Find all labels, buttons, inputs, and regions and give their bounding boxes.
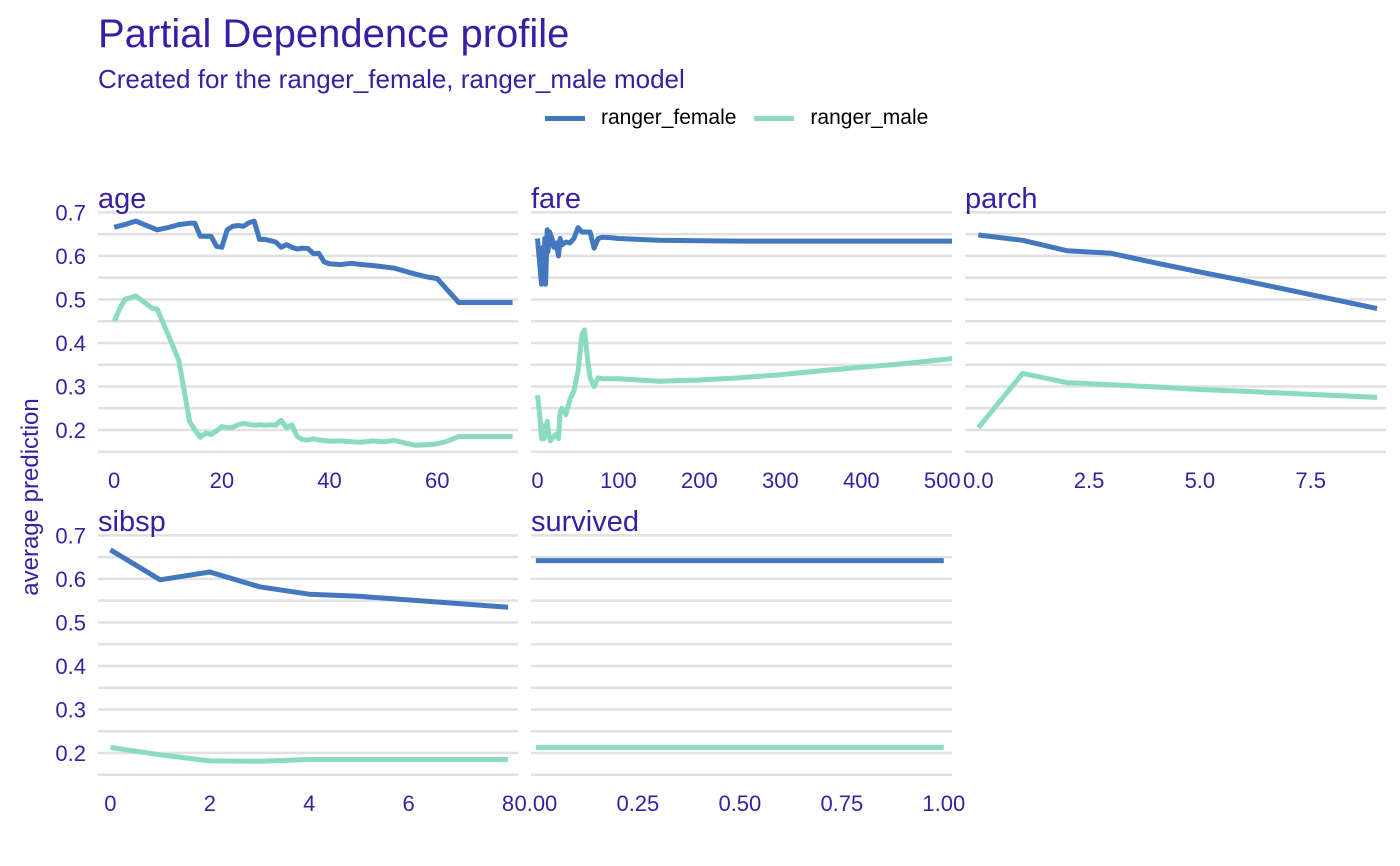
legend-swatch-ranger-female <box>545 115 585 121</box>
x-tick-label: 40 <box>317 468 341 493</box>
y-tick-label: 0.2 <box>55 418 86 443</box>
chart-subtitle: Created for the ranger_female, ranger_ma… <box>98 64 685 94</box>
x-tick-label: 0.25 <box>616 791 659 816</box>
facet-fare: fare 0 100 200 300 400 500 <box>531 183 961 493</box>
series-line-ranger-male <box>976 370 1378 430</box>
x-tick-label: 0 <box>531 468 543 493</box>
x-tick-label: 500 <box>924 468 961 493</box>
y-tick-label: 0.7 <box>55 523 86 548</box>
x-tick-label: 0 <box>108 468 120 493</box>
x-tick-label: 0.50 <box>718 791 761 816</box>
facet-title-parch: parch <box>965 183 1038 215</box>
facet-age: age 0.2 0.3 0.4 0.5 0.6 0.7 0 20 40 60 <box>55 183 518 493</box>
y-tick-label: 0.6 <box>55 244 86 269</box>
series-line-ranger-male <box>111 293 513 448</box>
facet-title-fare: fare <box>531 183 581 215</box>
y-tick-label: 0.5 <box>55 287 86 312</box>
facet-survived: survived 0.00 0.25 0.50 0.75 1.00 <box>514 506 965 816</box>
y-tick-label: 0.5 <box>55 610 86 635</box>
series-line-ranger-female <box>535 225 952 287</box>
series-line-ranger-female <box>113 218 513 305</box>
x-tick-label: 1.00 <box>922 791 965 816</box>
legend: ranger_female ranger_male <box>545 103 946 133</box>
x-tick-label: 7.5 <box>1295 468 1326 493</box>
x-tick-label: 0.0 <box>963 468 994 493</box>
y-tick-label: 0.6 <box>55 567 86 592</box>
x-tick-label: 5.0 <box>1185 468 1216 493</box>
x-tick-label: 100 <box>600 468 637 493</box>
x-tick-label: 300 <box>762 468 799 493</box>
x-tick-label: 8 <box>502 791 514 816</box>
x-tick-label: 60 <box>425 468 449 493</box>
legend-label-ranger-male: ranger_male <box>810 106 929 129</box>
facet-parch: parch 0.0 2.5 5.0 7.5 <box>963 183 1386 493</box>
y-tick-label: 0.4 <box>55 654 86 679</box>
series-line-ranger-male <box>110 744 509 764</box>
legend-item-ranger-female: ranger_female <box>545 106 736 130</box>
facet-title-age: age <box>98 183 146 215</box>
x-tick-label: 400 <box>843 468 880 493</box>
legend-swatch-ranger-male <box>754 115 795 121</box>
y-tick-label: 0.3 <box>55 374 86 399</box>
x-tick-label: 4 <box>303 791 315 816</box>
x-tick-label: 20 <box>210 468 234 493</box>
series-line-ranger-female <box>109 547 509 610</box>
x-tick-label: 0.00 <box>514 791 557 816</box>
x-tick-label: 6 <box>403 791 415 816</box>
legend-label-ranger-female: ranger_female <box>601 106 737 129</box>
y-tick-label: 0.7 <box>55 200 86 225</box>
facet-sibsp: sibsp 0.2 0.3 0.4 0.5 0.6 0.7 0 2 4 6 8 <box>55 506 518 816</box>
x-tick-label: 2 <box>204 791 216 816</box>
legend-item-ranger-male: ranger_male <box>754 106 928 130</box>
y-axis-title: average prediction <box>17 398 44 595</box>
facet-title-sibsp: sibsp <box>98 506 166 538</box>
series-line-ranger-male <box>535 327 953 444</box>
y-tick-label: 0.2 <box>55 741 86 766</box>
x-tick-label: 0 <box>104 791 116 816</box>
series-line-ranger-female <box>978 232 1378 312</box>
x-tick-label: 200 <box>681 468 718 493</box>
facet-title-survived: survived <box>531 506 639 538</box>
chart-title: Partial Dependence profile <box>98 12 570 56</box>
y-tick-label: 0.4 <box>55 331 86 356</box>
x-tick-label: 2.5 <box>1074 468 1105 493</box>
x-tick-label: 0.75 <box>820 791 863 816</box>
y-tick-label: 0.3 <box>55 697 86 722</box>
